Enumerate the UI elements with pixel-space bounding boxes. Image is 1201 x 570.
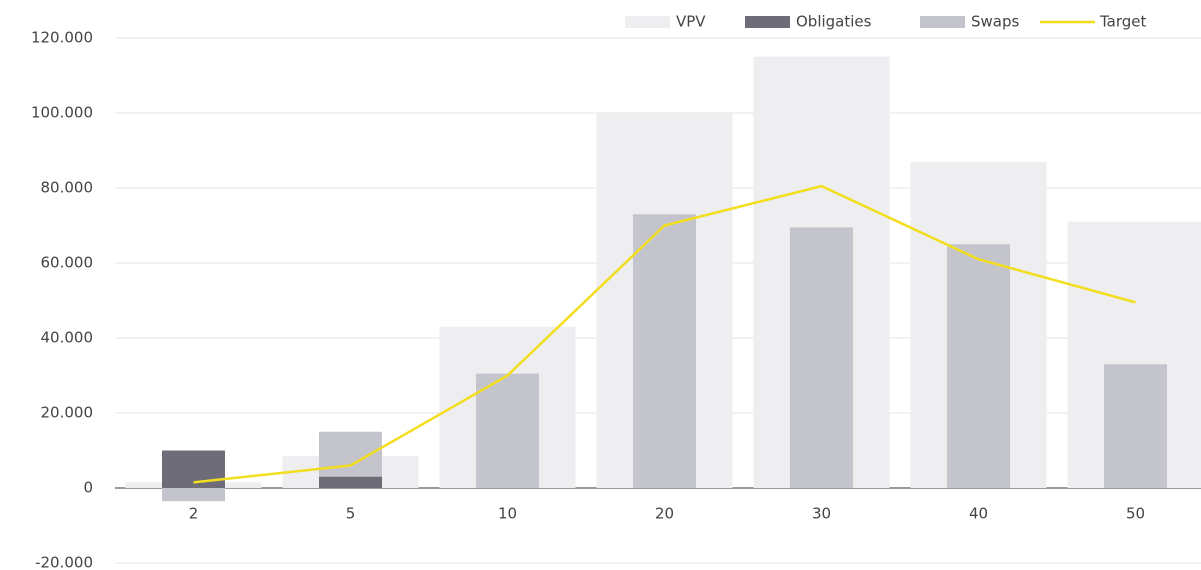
bar xyxy=(319,476,382,488)
y-tick-label: 20.000 xyxy=(41,404,94,422)
bar xyxy=(790,227,853,488)
x-tick-label: 10 xyxy=(498,505,517,523)
y-tick-label: 0 xyxy=(83,479,93,497)
legend-label: Obligaties xyxy=(796,13,872,31)
y-tick-label: 100.000 xyxy=(31,104,93,122)
legend-label: Target xyxy=(1099,13,1147,31)
legend-label: VPV xyxy=(676,13,706,31)
x-tick-label: 5 xyxy=(346,505,356,523)
bar xyxy=(633,214,696,488)
legend-swatch xyxy=(920,16,965,28)
x-tick-label: 20 xyxy=(655,505,674,523)
bar xyxy=(947,244,1010,488)
y-tick-label: 60.000 xyxy=(41,254,94,272)
bar xyxy=(476,373,539,488)
bar xyxy=(1104,364,1167,488)
x-tick-label: 30 xyxy=(812,505,831,523)
bar xyxy=(162,488,225,502)
x-tick-label: 2 xyxy=(189,505,199,523)
y-tick-label: 80.000 xyxy=(41,179,94,197)
legend-swatch xyxy=(745,16,790,28)
y-tick-label: 120.000 xyxy=(31,29,93,47)
x-tick-label: 50 xyxy=(1126,505,1145,523)
legend-label: Swaps xyxy=(971,13,1020,31)
y-tick-label: 40.000 xyxy=(41,329,94,347)
line xyxy=(193,184,1136,484)
legend-swatch xyxy=(625,16,670,28)
y-tick-label: -20.000 xyxy=(35,554,93,570)
x-tick-label: 40 xyxy=(969,505,988,523)
